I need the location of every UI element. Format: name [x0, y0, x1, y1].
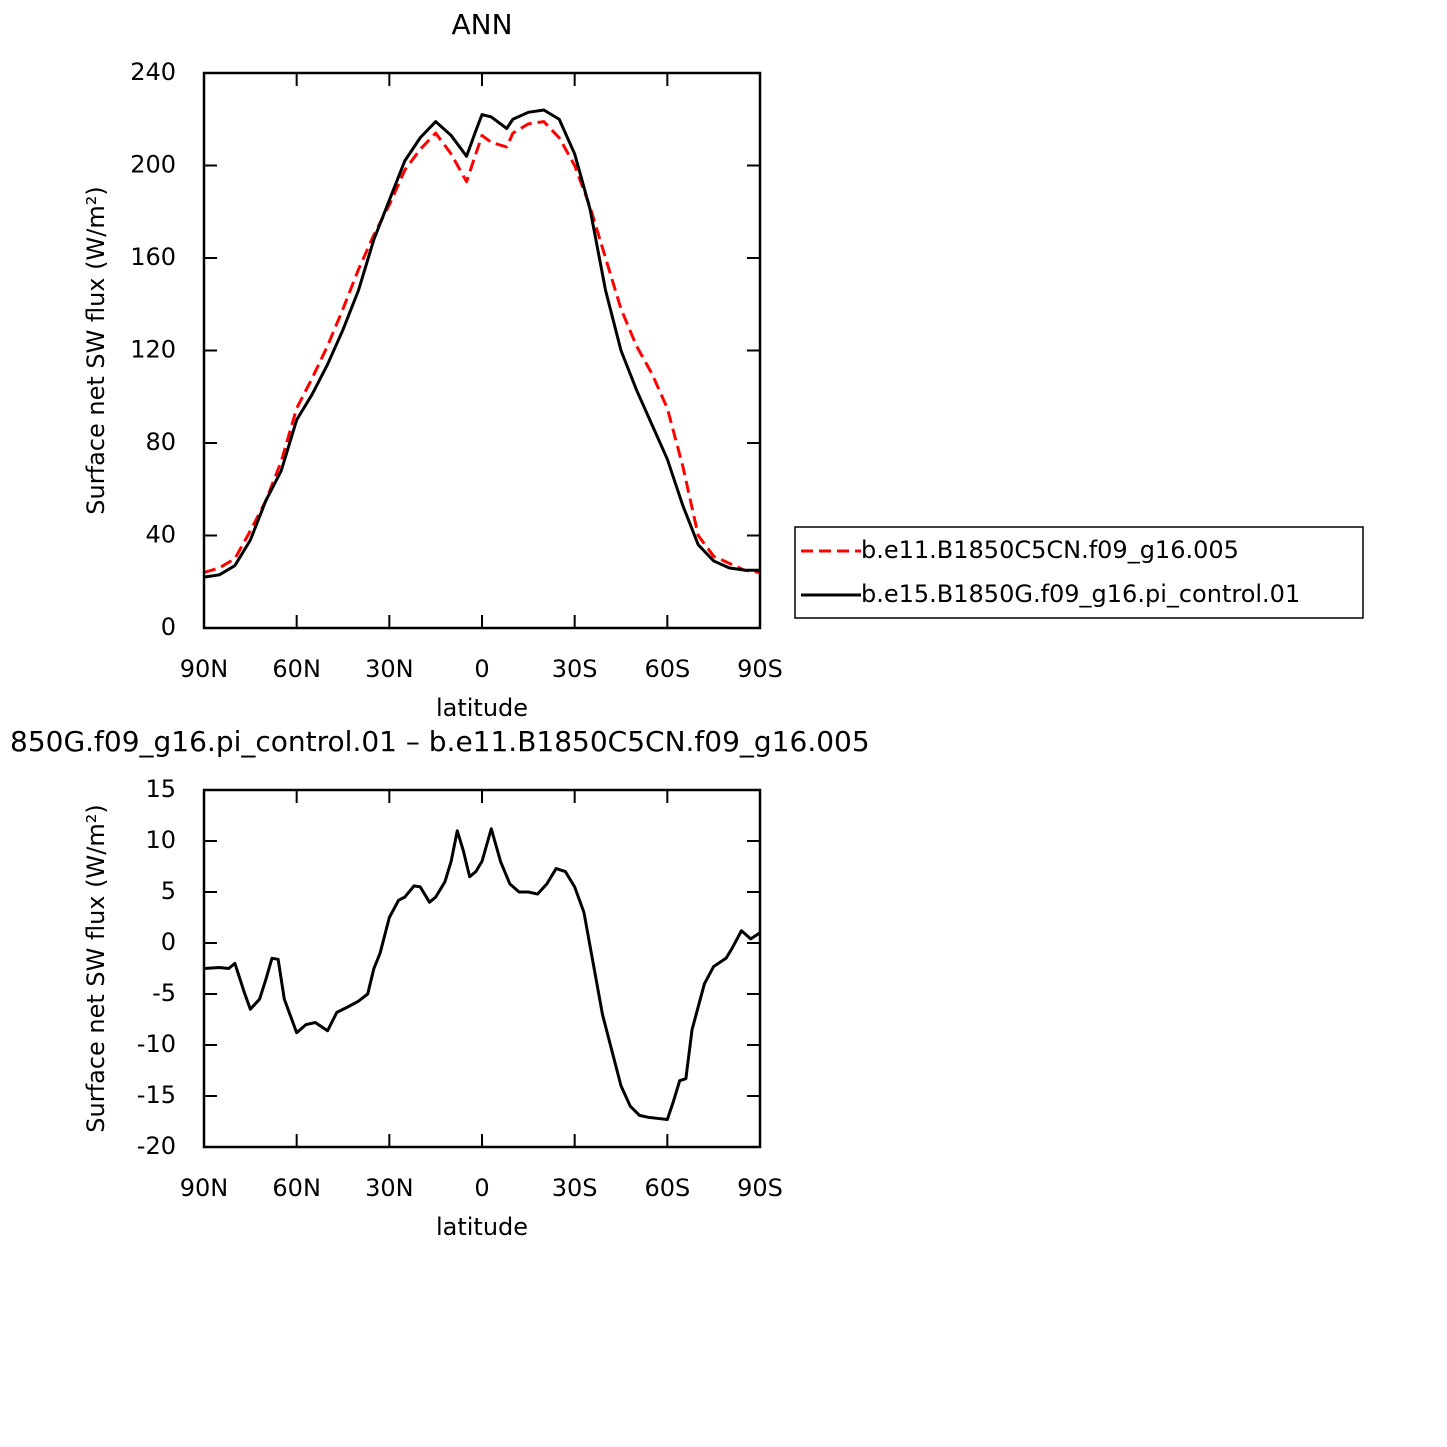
x-tick-label: 30S: [552, 655, 598, 683]
x-axis-label: latitude: [436, 1213, 528, 1241]
y-tick-label: -5: [152, 979, 176, 1007]
y-tick-label: -10: [137, 1030, 176, 1058]
plot-frame: [202, 788, 762, 1149]
legend-label: b.e11.B1850C5CN.f09_g16.005: [861, 536, 1239, 564]
y-tick-label: 0: [161, 613, 176, 641]
x-tick-label: 90N: [180, 655, 229, 683]
y-tick-label: 5: [161, 877, 176, 905]
y-tick-label: 15: [145, 775, 176, 803]
y-tick-label: 120: [130, 336, 176, 364]
y-tick-label: 0: [161, 928, 176, 956]
series-line: [203, 827, 761, 1121]
y-tick-label: 10: [145, 826, 176, 854]
legend-box: [794, 526, 1364, 619]
x-tick-label: 90S: [737, 1174, 783, 1202]
chart-title: 850G.f09_g16.pi_control.01 – b.e11.B1850…: [10, 725, 870, 758]
y-tick-label: 200: [130, 151, 176, 179]
legend-label: b.e15.B1850G.f09_g16.pi_control.01: [861, 580, 1300, 608]
series-line: [203, 120, 761, 574]
x-tick-label: 30N: [365, 1174, 414, 1202]
x-tick-label: 60N: [272, 655, 321, 683]
x-tick-label: 30N: [365, 655, 414, 683]
chart-title: ANN: [451, 8, 512, 41]
x-tick-label: 90S: [737, 655, 783, 683]
x-tick-label: 60N: [272, 1174, 321, 1202]
y-tick-label: 40: [145, 521, 176, 549]
y-tick-label: 240: [130, 58, 176, 86]
y-tick-label: 160: [130, 243, 176, 271]
y-tick-label: 80: [145, 428, 176, 456]
y-tick-label: -15: [137, 1081, 176, 1109]
x-tick-label: 60S: [644, 655, 690, 683]
x-tick-label: 0: [474, 655, 489, 683]
y-tick-label: -20: [137, 1132, 176, 1160]
x-tick-label: 0: [474, 1174, 489, 1202]
x-axis-label: latitude: [436, 694, 528, 722]
plot-frame: [202, 71, 762, 630]
x-tick-label: 60S: [644, 1174, 690, 1202]
y-axis-label: Surface net SW flux (W/m²): [82, 804, 110, 1132]
y-axis-label: Surface net SW flux (W/m²): [82, 186, 110, 514]
x-tick-label: 30S: [552, 1174, 598, 1202]
x-tick-label: 90N: [180, 1174, 229, 1202]
series-line: [203, 108, 760, 579]
